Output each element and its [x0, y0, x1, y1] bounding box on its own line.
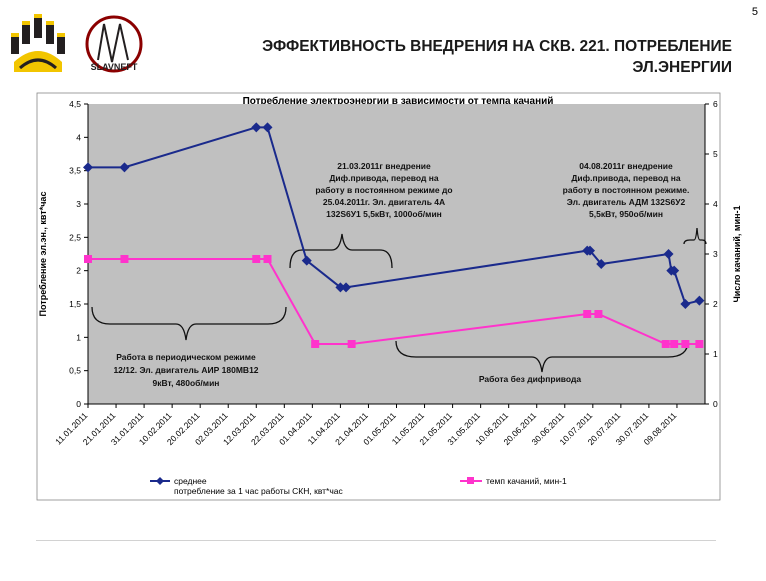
y-axis-label: Потребление эл.эн., квт*час [38, 192, 48, 317]
annotation-note2: 04.08.2011г внедрение Диф.привода, перев… [563, 161, 690, 219]
pump-rate-point [252, 255, 261, 263]
note1-line: 25.04.2011г. Эл. двигатель 4А [323, 197, 445, 207]
consumption-point [83, 162, 93, 173]
consumption-point [335, 282, 346, 293]
note1-line: 21.03.2011г внедрение [337, 161, 431, 171]
consumption-point [663, 249, 674, 259]
plot-area [88, 104, 705, 404]
note2-line: 5,5кВт, 950об/мин [589, 209, 663, 219]
y2-axis-ticks: 0 1 2 3 4 5 6 [705, 99, 718, 409]
pump-rate-point [670, 340, 679, 348]
series-pump-rate [84, 255, 704, 348]
series-consumption [83, 122, 705, 309]
note1-line: работу в постоянном режиме до [315, 185, 452, 195]
consumption-point [680, 299, 691, 309]
page-number: 5 [751, 6, 758, 18]
legend-label-pump-rate: темп качаний, мин-1 [486, 476, 567, 486]
brace-note2 [683, 227, 707, 245]
y-tick-label: 2,5 [69, 232, 81, 242]
y-tick-label: 4 [76, 132, 81, 142]
y2-tick-label: 1 [713, 349, 718, 359]
y-tick-label: 3,5 [69, 166, 81, 176]
footer-divider [36, 540, 716, 541]
y-tick-label: 1 [76, 332, 81, 342]
pump-rate-point [583, 310, 592, 318]
legend-label-consumption: среднее [174, 476, 207, 486]
note3-line: 12/12. Эл. двигатель АИР 180МВ12 [113, 365, 258, 375]
pump-rate-point [681, 340, 690, 348]
brace-note4 [395, 340, 689, 373]
slide-title-line2: ЭЛ.ЭНЕРГИИ [632, 59, 732, 76]
consumption-point [694, 295, 705, 306]
consumption-point [119, 162, 130, 173]
consumption-point [596, 259, 607, 269]
slide-title-line1: ЭФФЕКТИВНОСТЬ ВНЕДРЕНИЯ НА СКВ. 221. ПОТ… [262, 38, 732, 55]
pump-rate-point [347, 340, 356, 348]
y2-tick-label: 2 [713, 299, 718, 309]
consumption-point [251, 122, 262, 133]
note2-line: 04.08.2011г внедрение [579, 161, 673, 171]
y-tick-label: 0 [76, 399, 81, 409]
y2-tick-label: 4 [713, 199, 718, 209]
pump-rate-point [594, 310, 603, 318]
y2-tick-label: 3 [713, 249, 718, 259]
note3-line: Работа в периодическом режиме [116, 352, 256, 362]
note1-line: Диф.привода, перевод на [329, 173, 439, 183]
legend: среднее потребление за 1 час работы СКН,… [150, 476, 567, 496]
brace-note1 [289, 233, 393, 269]
y-tick-label: 4,5 [69, 99, 81, 109]
legend-label-consumption-line2: потребление за 1 час работы СКН, квт*час [174, 486, 344, 496]
slavneft-logo-icon: SLAVNEFT [85, 15, 143, 73]
note2-line: работу в постоянном режиме. [563, 185, 690, 195]
slide-title: ЭФФЕКТИВНОСТЬ ВНЕДРЕНИЯ НА СКВ. 221. ПОТ… [150, 36, 732, 78]
y-tick-label: 1,5 [69, 299, 81, 309]
y-tick-label: 2 [76, 266, 81, 276]
annotation-note3: Работа в периодическом режиме 12/12. Эл.… [113, 352, 258, 388]
consumption-point [585, 245, 596, 256]
y-axis-ticks: 0 0,5 1 1,5 2 2,5 3 3,5 4 4,5 [69, 99, 88, 409]
note2-line: Диф.привода, перевод на [571, 173, 681, 183]
y2-axis-label: Число качаний, мин-1 [732, 205, 742, 302]
pump-rate-point [120, 255, 129, 263]
annotation-note4: Работа без дифпривода [479, 374, 582, 384]
brace-note3 [91, 306, 287, 341]
pump-rate-point [661, 340, 670, 348]
logo-text: SLAVNEFT [91, 62, 138, 72]
y-tick-label: 0,5 [69, 366, 81, 376]
consumption-point [341, 282, 352, 293]
note4-line: Работа без дифпривода [479, 374, 582, 384]
note2-line: Эл. двигатель АДМ 132S6У2 [567, 197, 686, 207]
y2-tick-label: 6 [713, 99, 718, 109]
pump-rate-point [695, 340, 704, 348]
y2-tick-label: 5 [713, 149, 718, 159]
y2-tick-label: 0 [713, 399, 718, 409]
legend-item-pump-rate: темп качаний, мин-1 [460, 476, 567, 486]
sun-emblem-icon [11, 14, 65, 72]
legend-item-consumption: среднее потребление за 1 час работы СКН,… [150, 476, 344, 496]
annotation-note1: 21.03.2011г внедрение Диф.привода, перев… [315, 161, 452, 219]
note1-line: 132S6У1 5,5кВт, 1000об/мин [326, 209, 442, 219]
pump-rate-point [84, 255, 92, 263]
pump-rate-point [311, 340, 320, 348]
company-logo: SLAVNEFT [8, 10, 153, 76]
consumption-point [262, 122, 273, 133]
y-tick-label: 3 [76, 199, 81, 209]
note3-line: 9кВт, 480об/мин [153, 378, 220, 388]
consumption-point [301, 255, 312, 266]
pump-rate-point [263, 255, 272, 263]
consumption-point [669, 265, 680, 276]
